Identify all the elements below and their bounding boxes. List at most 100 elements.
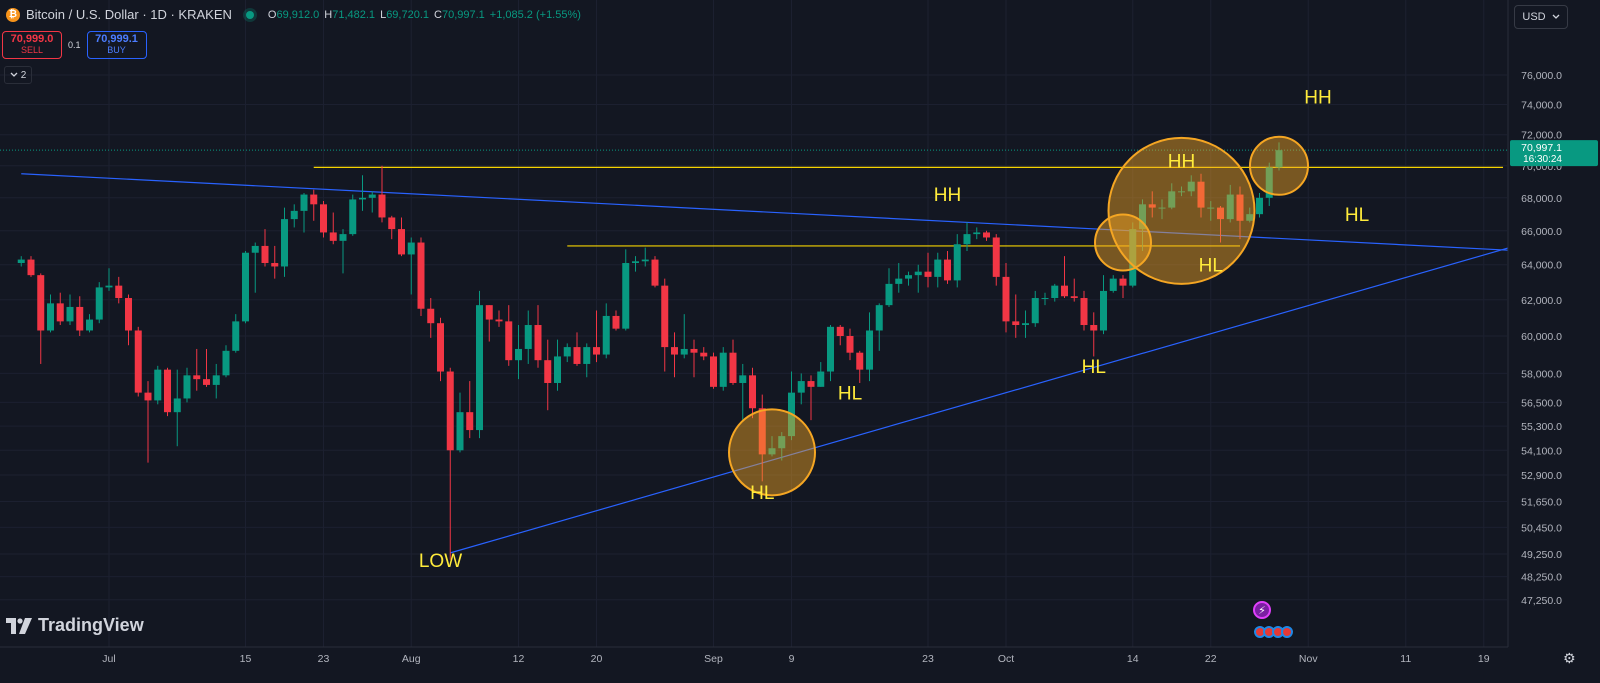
candle-body — [680, 348, 688, 355]
candle-body — [329, 232, 337, 241]
candle-body — [105, 285, 113, 288]
candle-body — [515, 348, 522, 361]
candle-body — [895, 278, 903, 284]
candle-body — [700, 352, 708, 357]
candle-body — [56, 303, 64, 322]
candle-body — [524, 325, 532, 349]
price-tick-label: 58,000.0 — [1521, 368, 1562, 380]
time-tick-label: Jul — [102, 653, 115, 665]
highlight-circle — [1094, 213, 1152, 272]
candle-body — [1197, 181, 1205, 208]
price-axis[interactable]: 76,000.074,000.072,000.070,000.068,000.0… — [1507, 0, 1600, 683]
gear-icon[interactable]: ⚙ — [1563, 650, 1576, 666]
candle-body — [953, 244, 961, 281]
candle-body — [1256, 197, 1263, 215]
price-tick-label: 47,250.0 — [1521, 595, 1562, 607]
candle-body — [739, 375, 747, 383]
candle-body — [466, 412, 474, 431]
candle-body — [368, 194, 376, 198]
candle-body — [1265, 167, 1273, 198]
symbol-title[interactable]: Bitcoin / U.S. Dollar · 1D · KRAKEN — [26, 7, 232, 22]
candle-body — [1275, 150, 1283, 168]
buy-button[interactable]: 70,999.1 BUY — [86, 31, 147, 59]
candle-body — [203, 379, 210, 385]
candle-body — [125, 298, 132, 331]
candle-body — [1002, 276, 1010, 322]
candle-body — [164, 369, 171, 413]
economic-events-icon[interactable] — [1254, 626, 1293, 638]
candle-body — [554, 356, 561, 383]
candle-body — [661, 285, 669, 348]
candle-body — [914, 271, 922, 276]
candle-body — [300, 194, 308, 211]
price-tick-label: 66,000.0 — [1521, 226, 1562, 238]
price-tick-label: 52,900.0 — [1521, 470, 1562, 482]
annotation-hl: HL — [750, 483, 774, 504]
sell-button[interactable]: 70,999.0 SELL — [2, 31, 62, 59]
candle-body — [1070, 296, 1078, 299]
currency-select[interactable]: USD — [1514, 5, 1568, 29]
candle-body — [1061, 285, 1068, 297]
time-tick-label: 19 — [1478, 653, 1490, 665]
candle-body — [544, 360, 552, 383]
candle-body — [1051, 285, 1059, 299]
candle-body — [359, 197, 366, 200]
price-tick-label: 55,300.0 — [1521, 421, 1562, 433]
annotation-hh: HH — [1168, 152, 1195, 173]
candle-body — [934, 259, 942, 277]
candle-body — [417, 242, 425, 309]
candle-body — [281, 219, 288, 267]
candle-body — [622, 263, 630, 329]
candle-body — [1148, 204, 1156, 208]
time-tick-label: Oct — [998, 653, 1014, 665]
candle-body — [973, 232, 981, 235]
candle-body — [817, 371, 825, 387]
highlight-circles — [728, 135, 1309, 497]
candle-body — [690, 348, 698, 353]
price-tick-label: 62,000.0 — [1521, 295, 1562, 307]
candle-body — [1100, 290, 1107, 331]
lightning-event-icon[interactable]: ⚡ — [1253, 601, 1271, 619]
candle-body — [671, 347, 678, 355]
candle-body — [251, 245, 259, 253]
candle-body — [349, 199, 357, 235]
ohlc-low: 69,720.1 — [386, 8, 430, 21]
time-tick-label: 22 — [1205, 653, 1217, 665]
candle-body — [1080, 298, 1088, 326]
candle-body — [807, 381, 815, 387]
candle-body — [651, 259, 659, 286]
candle-body — [446, 371, 454, 451]
ohlc-low-key: L — [380, 8, 387, 21]
ohlc-open: 69,912.0 — [276, 8, 320, 21]
candle-body — [1022, 323, 1029, 326]
candle-body — [505, 321, 513, 361]
sell-price: 70,999.0 — [10, 33, 54, 45]
candle-body — [758, 408, 766, 455]
candle-body — [836, 326, 844, 336]
candle-body — [398, 229, 405, 255]
candle-body — [778, 436, 786, 449]
candle-body — [339, 234, 347, 241]
indicators-toggle-button[interactable]: 2 — [4, 66, 32, 84]
price-tick-label: 50,450.0 — [1521, 522, 1562, 534]
candle-body — [729, 352, 737, 383]
candle-body — [534, 325, 542, 361]
candle-body — [719, 352, 727, 387]
candle-body — [905, 275, 912, 279]
candle-body — [183, 375, 191, 399]
ohlc-close-key: C — [434, 8, 442, 21]
candle-body — [320, 204, 327, 233]
ohlc-change: +1,085.2 (+1.55%) — [489, 8, 581, 21]
candle-body — [612, 315, 620, 329]
candle-body — [86, 319, 93, 331]
time-tick-label: 12 — [513, 653, 525, 665]
candle-body — [17, 259, 25, 264]
candle-body — [193, 375, 201, 380]
trendline-ascending — [450, 223, 1592, 554]
candle-body — [1178, 191, 1185, 193]
candle-body — [573, 347, 581, 364]
annotation-low: LOW — [419, 551, 462, 572]
candle-body — [310, 194, 318, 205]
time-axis[interactable]: Jul 15 23 Aug 12 20 Sep 9 23 Oct 14 22 Nov 11 19 — [0, 646, 1508, 683]
